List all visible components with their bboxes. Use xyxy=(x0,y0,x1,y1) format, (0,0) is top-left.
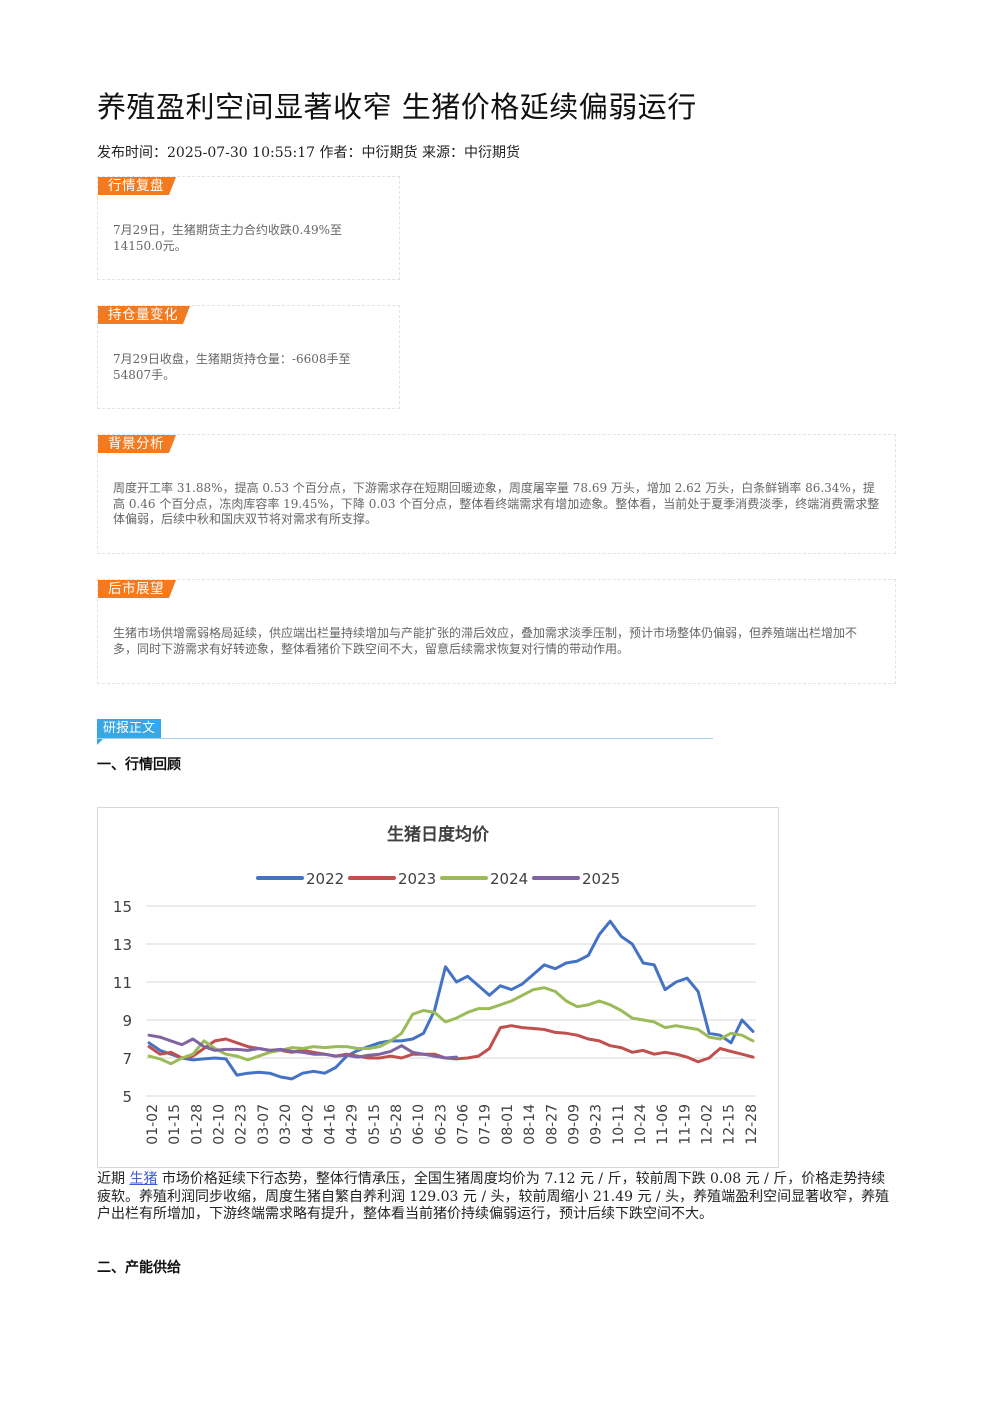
x-tick-label: 03-20 xyxy=(278,1104,294,1145)
x-tick-label: 01-28 xyxy=(189,1104,205,1145)
heading-market-review: 一、行情回顾 xyxy=(97,757,181,773)
x-tick-label: 06-10 xyxy=(411,1104,427,1145)
heading-capacity-supply: 二、产能供给 xyxy=(97,1260,181,1276)
x-tick-label: 08-14 xyxy=(522,1104,538,1145)
page-title: 养殖盈利空间显著收窄 生猪价格延续偏弱运行 xyxy=(97,90,697,124)
chart-series-lines xyxy=(147,919,755,1081)
legend-label-2022: 2022 xyxy=(306,870,344,888)
x-tick-label: 07-06 xyxy=(456,1104,472,1145)
x-tick-label: 04-29 xyxy=(345,1104,361,1145)
chart-x-axis: 01-02 01-15 01-28 02-10 02-23 03-07 03-20 04-02… xyxy=(145,1104,760,1145)
background-box: 背景分析 周度开工率 31.88%，提高 0.53 个百分点，下游需求存在短期回… xyxy=(97,434,896,554)
y-tick-label: 15 xyxy=(113,898,132,916)
x-tick-label: 10-11 xyxy=(611,1104,627,1145)
position-tag: 持仓量变化 xyxy=(98,306,190,324)
chart-grid xyxy=(146,905,756,1097)
series-line-2024 xyxy=(147,986,755,1066)
y-tick-label: 5 xyxy=(122,1088,132,1106)
x-tick-label: 12-02 xyxy=(700,1104,716,1145)
review-text: 7月29日，生猪期货主力合约收跌0.49%至14150.0元。 xyxy=(113,223,343,253)
background-text: 周度开工率 31.88%，提高 0.53 个百分点，下游需求存在短期回暖迹象，周… xyxy=(113,481,880,526)
x-tick-label: 07-19 xyxy=(478,1104,494,1145)
outlook-box: 后市展望 生猪市场供增需弱格局延续，供应端出栏量持续增加与产能扩张的滞后效应，叠… xyxy=(97,579,896,684)
x-tick-label: 02-23 xyxy=(234,1104,250,1145)
legend-label-2025: 2025 xyxy=(582,870,620,888)
x-tick-label: 01-02 xyxy=(145,1104,161,1145)
report-divider xyxy=(97,738,713,739)
x-tick-label: 09-09 xyxy=(566,1104,582,1145)
outlook-tag: 后市展望 xyxy=(98,580,176,598)
y-tick-label: 7 xyxy=(122,1050,132,1068)
review-box: 行情复盘 7月29日，生猪期货主力合约收跌0.49%至14150.0元。 xyxy=(97,176,400,280)
series-line-2025 xyxy=(147,1033,458,1060)
legend-label-2024: 2024 xyxy=(490,870,528,888)
y-tick-label: 13 xyxy=(113,936,132,954)
para-prefix: 近期 xyxy=(97,1171,130,1187)
x-tick-label: 09-23 xyxy=(589,1104,605,1145)
x-tick-label: 02-10 xyxy=(212,1104,228,1145)
y-tick-label: 9 xyxy=(122,1012,132,1030)
x-tick-label: 03-07 xyxy=(256,1104,272,1145)
x-tick-label: 04-16 xyxy=(322,1104,338,1145)
x-tick-label: 11-19 xyxy=(677,1104,693,1145)
price-chart: 生猪日度均价 2022 2023 2024 2025 5 7 9 11 13 15 01-02 0… xyxy=(97,807,779,1168)
x-tick-label: 10-24 xyxy=(633,1104,649,1145)
position-text: 7月29日收盘，生猪期货持仓量：-6608手至54807手。 xyxy=(113,352,351,382)
position-box: 持仓量变化 7月29日收盘，生猪期货持仓量：-6608手至54807手。 xyxy=(97,305,400,409)
article-meta: 发布时间：2025-07-30 10:55:17 作者：中衍期货 来源：中衍期货 xyxy=(97,145,520,161)
chart-legend: 2022 2023 2024 2025 xyxy=(256,870,620,888)
chart-y-axis: 5 7 9 11 13 15 xyxy=(113,898,132,1106)
para-body: 市场价格延续下行态势，整体行情承压，全国生猪周度均价为 7.12 元 / 斤，较… xyxy=(97,1171,890,1222)
y-tick-label: 11 xyxy=(113,974,132,992)
x-tick-label: 06-23 xyxy=(433,1104,449,1145)
x-tick-label: 08-27 xyxy=(544,1104,560,1145)
x-tick-label: 04-02 xyxy=(300,1104,316,1145)
live-hog-link[interactable]: 生猪 xyxy=(129,1171,158,1187)
chart-title: 生猪日度均价 xyxy=(387,824,490,845)
x-tick-label: 05-15 xyxy=(367,1104,383,1145)
report-tag: 研报正文 xyxy=(97,719,162,745)
legend-label-2023: 2023 xyxy=(398,870,436,888)
market-review-paragraph: 近期 生猪 市场价格延续下行态势，整体行情承压，全国生猪周度均价为 7.12 元… xyxy=(97,1171,892,1224)
outlook-text: 生猪市场供增需弱格局延续，供应端出栏量持续增加与产能扩张的滞后效应，叠加需求淡季… xyxy=(113,626,858,656)
x-tick-label: 05-28 xyxy=(389,1104,405,1145)
series-line-2022 xyxy=(147,919,755,1081)
x-tick-label: 08-01 xyxy=(500,1104,516,1145)
x-tick-label: 11-06 xyxy=(655,1104,671,1145)
x-tick-label: 01-15 xyxy=(167,1104,183,1145)
x-tick-label: 12-15 xyxy=(722,1104,738,1145)
background-tag: 背景分析 xyxy=(98,435,176,453)
x-tick-label: 12-28 xyxy=(744,1104,760,1145)
review-tag: 行情复盘 xyxy=(98,177,176,195)
